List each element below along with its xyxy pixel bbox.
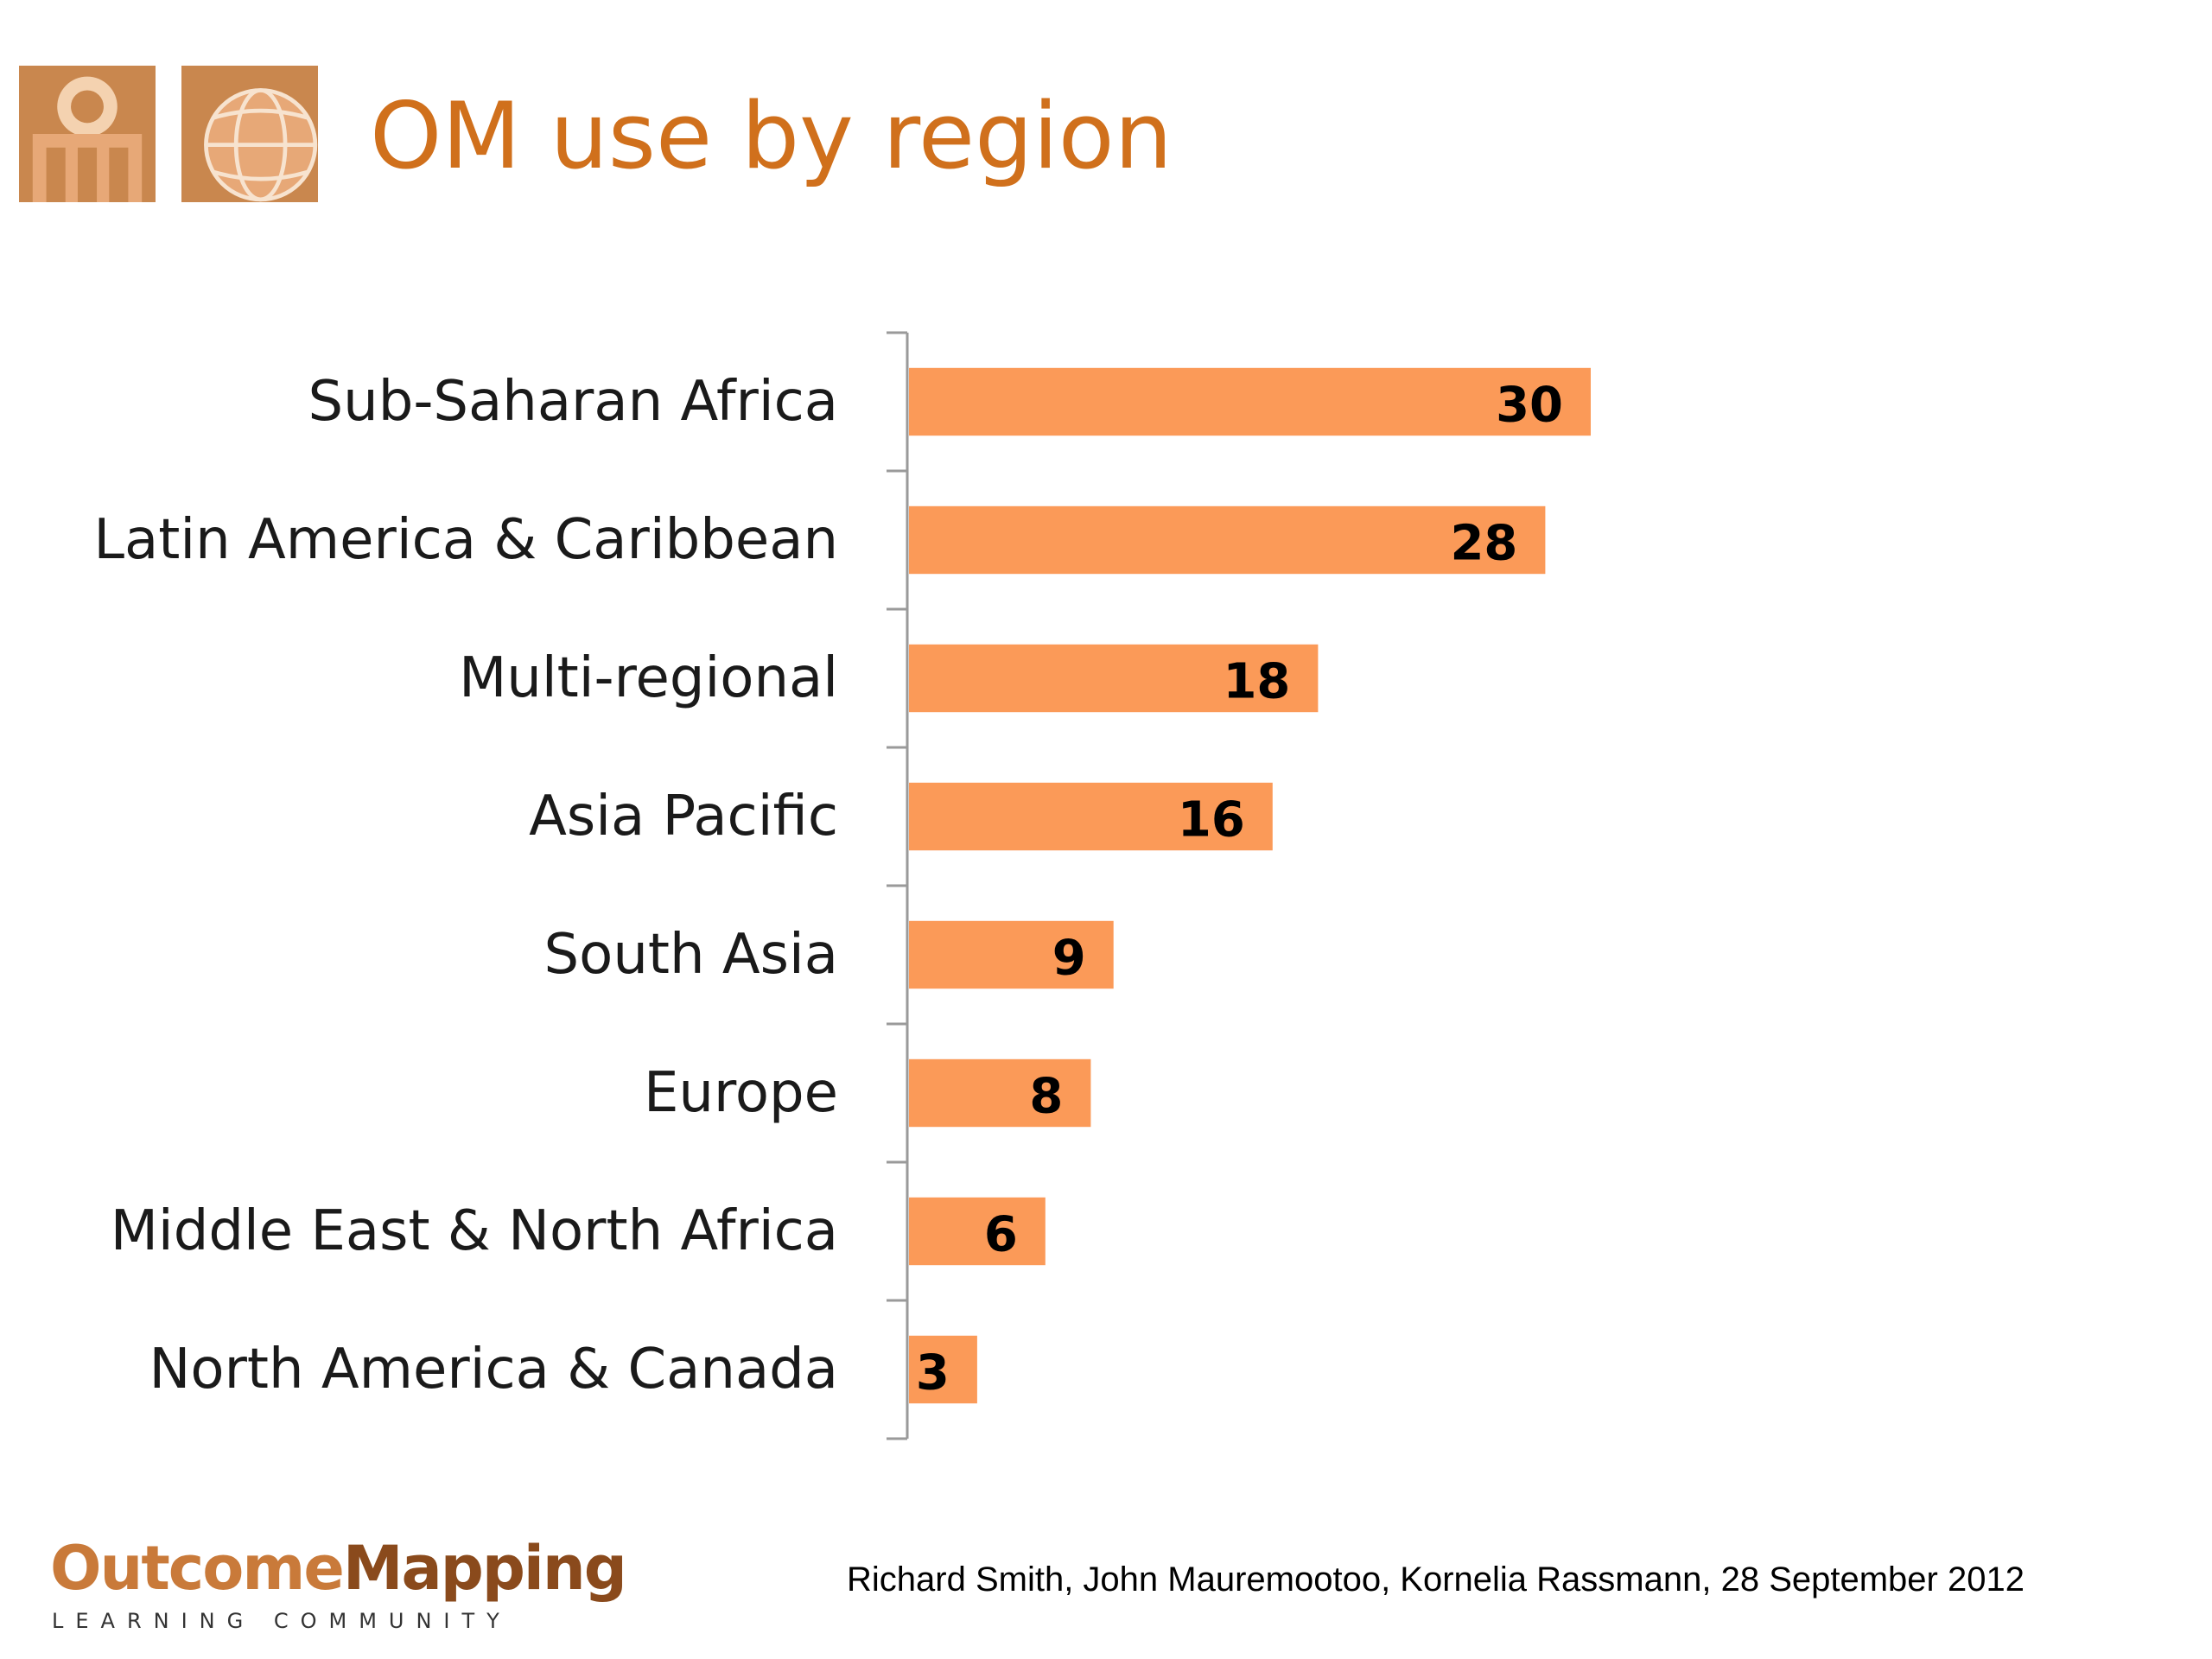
slide-header: OM use by region [0,0,2212,225]
bar-sub-saharan-africa [909,367,1591,436]
bar-europe [909,1058,1091,1128]
category-label: Asia Pacific [529,785,838,849]
category-label: North America & Canada [149,1338,838,1402]
category-label: Multi-regional [459,646,838,710]
category-label: Europe [644,1061,838,1125]
bar-value-label: 18 [1223,654,1290,710]
slide-credit: Richard Smith, John Mauremootoo, Korneli… [847,1560,2024,1599]
category-label: Middle East & North Africa [111,1199,838,1263]
region-bar-chart: Sub-Saharan Africa 30 Latin America & Cari… [0,311,2212,1469]
brand-subtitle: LEARNING COMMUNITY [52,1609,512,1633]
bar-middle-east-north-africa [909,1197,1046,1266]
bar-value-label: 28 [1450,516,1517,572]
globe-logo [181,66,318,202]
brand-word-mapping: Mapping [342,1533,627,1604]
category-label: Latin America & Caribbean [93,508,838,572]
category-label: South Asia [544,923,838,987]
bar-value-label: 30 [1496,378,1563,434]
bar-value-label: 16 [1178,792,1245,849]
brand-wordmark: OutcomeMapping [50,1529,627,1607]
brand-word-outcome: Outcome [50,1533,345,1604]
slide-title: OM use by region [370,83,1173,189]
bar-value-label: 8 [1029,1069,1063,1125]
bar-value-label: 3 [916,1345,950,1402]
outcome-mapping-logo: OutcomeMapping LEARNING COMMUNITY [50,1529,655,1642]
bar-asia-pacific [909,782,1273,851]
bar-value-label: 9 [1052,931,1086,987]
bar-north-america-canada [909,1335,977,1404]
bar-latin-america-caribbean [909,505,1546,575]
bar-multi-regional [909,644,1319,713]
bar-south-asia [909,920,1114,989]
chart-canvas: Sub-Saharan Africa 30 Latin America & Cari… [93,331,1591,1440]
om-monogram-logo [19,66,156,202]
category-label: Sub-Saharan Africa [308,370,839,434]
bar-value-label: 6 [984,1207,1018,1263]
